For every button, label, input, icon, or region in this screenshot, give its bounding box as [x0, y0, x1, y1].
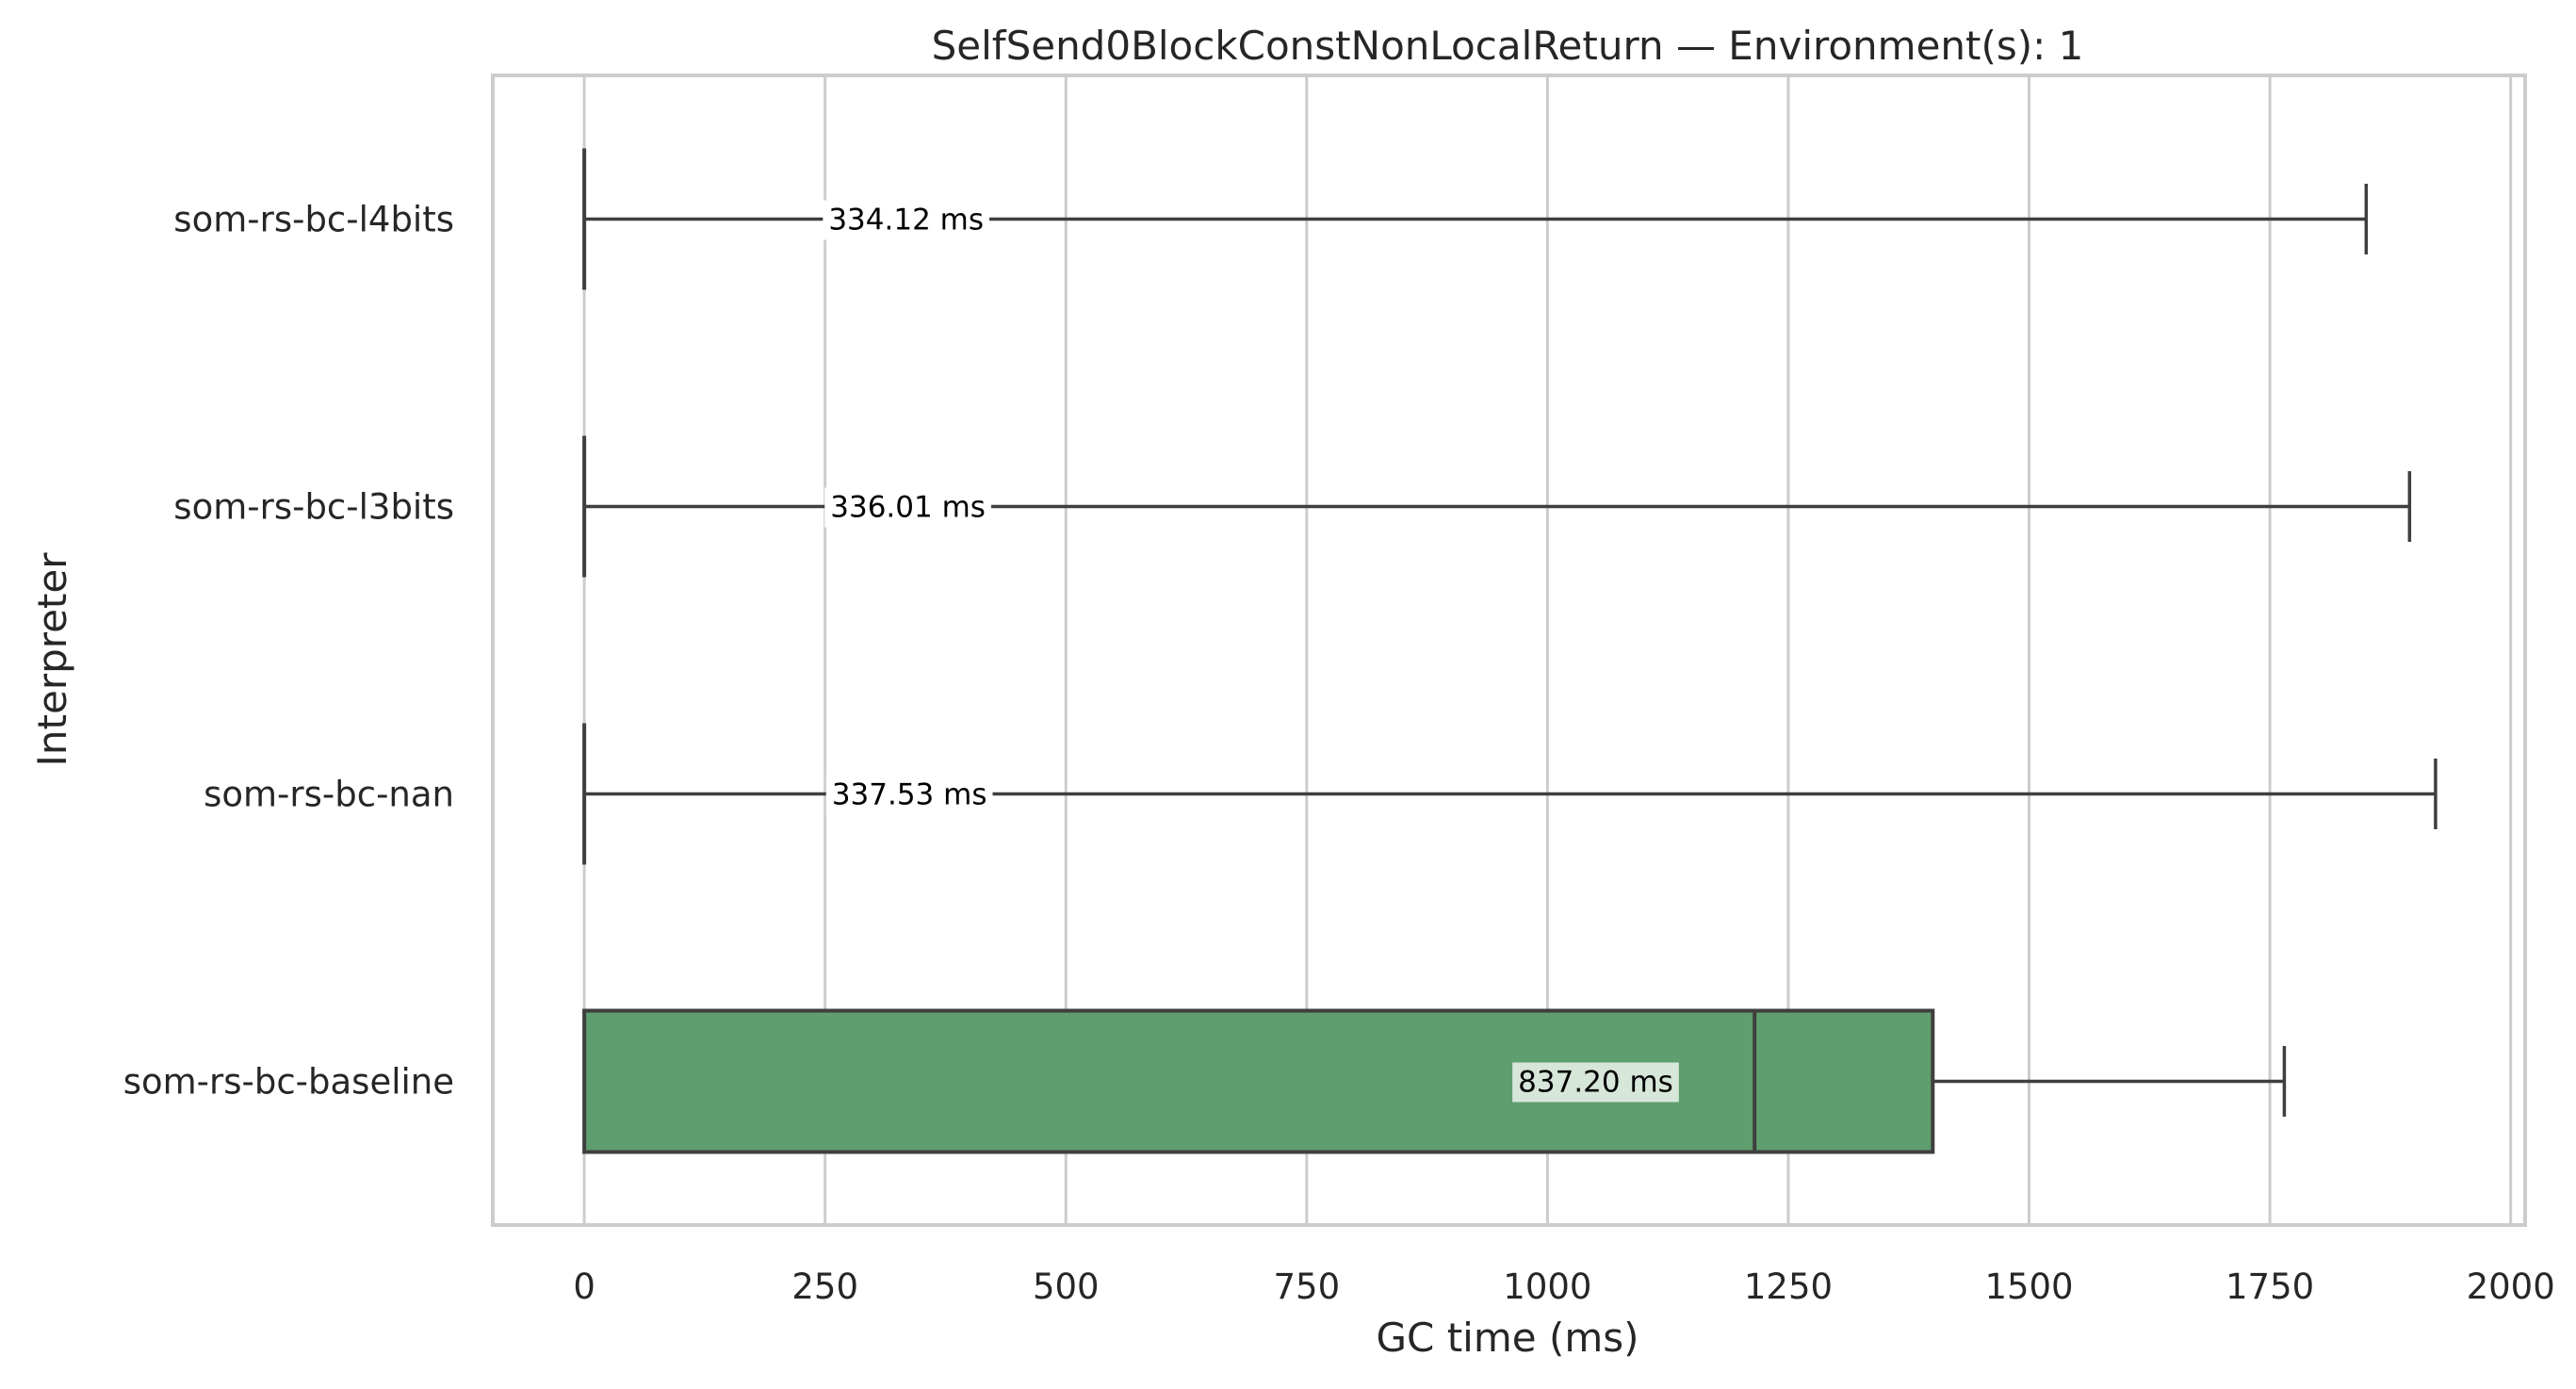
x-tick-label: 500 [1033, 1266, 1100, 1307]
x-tick-labels: 0 250 500 750 1000 1250 1500 1750 2000 [573, 1266, 2554, 1307]
x-axis-label: GC time (ms) [1376, 1315, 1639, 1361]
y-tick-label: som-rs-bc-l3bits [173, 487, 454, 528]
mean-label: 337.53 ms [832, 778, 987, 812]
box-iqr [582, 1008, 1935, 1154]
grid-lines [582, 75, 2513, 1225]
box-group: 336.01 ms [582, 435, 2412, 578]
x-tick-label: 1250 [1744, 1266, 1833, 1307]
box-group: 334.12 ms [582, 148, 2369, 290]
plot-frame [491, 74, 2527, 1227]
y-tick-label: som-rs-bc-l4bits [173, 200, 454, 240]
x-tick-label: 2000 [2467, 1266, 2555, 1307]
mean-label-background [824, 487, 991, 528]
y-tick-label: som-rs-bc-nan [204, 775, 454, 815]
y-axis-label: Interpreter [29, 552, 75, 767]
box-group: 337.53 ms [582, 723, 2437, 865]
mean-label-background [825, 775, 993, 815]
x-tick-label: 1000 [1503, 1266, 1591, 1307]
mean-label: 837.20 ms [1518, 1066, 1673, 1100]
chart-title: SelfSend0BlockConstNonLocalReturn — Envi… [932, 23, 2084, 69]
mean-label-background [823, 200, 990, 240]
mean-label: 336.01 ms [830, 491, 986, 525]
box-group: 837.20 ms [582, 1008, 2287, 1154]
x-tick-label: 0 [573, 1266, 595, 1307]
y-tick-labels: som-rs-bc-l4bits som-rs-bc-l3bits som-rs-b… [123, 200, 454, 1103]
x-tick-label: 1500 [1984, 1266, 2073, 1307]
mean-label: 334.12 ms [828, 204, 984, 237]
x-tick-label: 250 [791, 1266, 858, 1307]
y-tick-label: som-rs-bc-baseline [123, 1062, 454, 1103]
box-series: 334.12 ms 336.01 ms 337.53 ms 837.20 ms [582, 148, 2437, 1154]
mean-label-background [1512, 1062, 1679, 1103]
x-tick-label: 1750 [2225, 1266, 2314, 1307]
x-tick-label: 750 [1274, 1266, 1341, 1307]
